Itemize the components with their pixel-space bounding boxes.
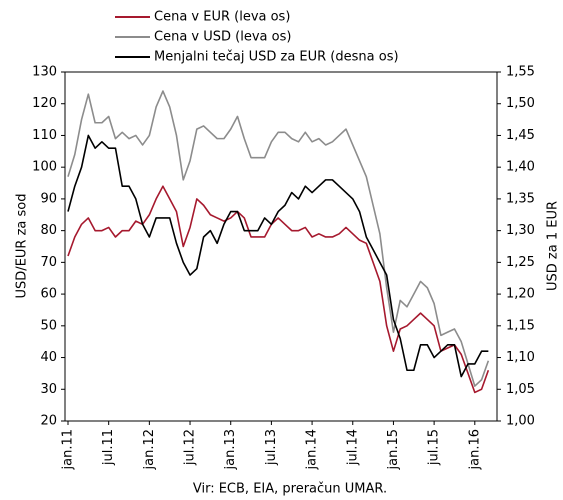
x-tick-label: jan.15: [386, 429, 401, 471]
y2-tick-label: 1,50: [506, 96, 535, 111]
x-tick-label: jan.13: [223, 429, 238, 471]
x-tick-label: jul.11: [101, 429, 116, 466]
y2-axis-label: USD za 1 EUR: [546, 201, 561, 291]
y-tick-label: 110: [32, 128, 57, 143]
y-tick-label: 30: [40, 382, 57, 397]
x-tick-label: jul.15: [427, 429, 442, 466]
x-tick-label: jan.16: [467, 429, 482, 471]
plot-frame: [64, 71, 498, 422]
x-tick-label: jan.12: [142, 429, 157, 471]
y2-tick-label: 1,30: [506, 223, 535, 238]
x-tick-label: jul.13: [264, 429, 279, 466]
y2-tick-label: 1,25: [506, 255, 535, 270]
y-tick-label: 50: [40, 318, 57, 333]
y2-tick-label: 1,55: [506, 65, 535, 80]
data-line: [67, 185, 490, 394]
y2-tick-label: 1,40: [506, 160, 535, 175]
y-tick-label: 60: [40, 287, 57, 302]
y2-tick-label: 1,10: [506, 350, 535, 365]
y2-tick-label: 1,05: [506, 382, 535, 397]
legend-label: Cena v USD (leva os): [154, 30, 291, 45]
y-tick-label: 20: [40, 414, 57, 429]
y-axis-label: USD/EUR za sod: [15, 194, 30, 299]
y-tick-label: 90: [40, 191, 57, 206]
y-tick-label: 40: [40, 350, 57, 365]
y-tick-label: 70: [40, 255, 57, 270]
source-note: Vir: ECB, EIA, preračun UMAR.: [193, 482, 387, 497]
y-tick-label: 130: [32, 65, 57, 80]
y2-tick-label: 1,15: [506, 318, 535, 333]
y-tick-label: 80: [40, 223, 57, 238]
data-line: [67, 90, 490, 387]
y-tick-label: 100: [32, 160, 57, 175]
y2-tick-label: 1,00: [506, 414, 535, 429]
x-tick-label: jan.11: [61, 429, 76, 471]
legend-label: Menjalni tečaj USD za EUR (desna os): [154, 50, 399, 65]
y2-tick-label: 1,45: [506, 128, 535, 143]
y2-tick-label: 1,35: [506, 191, 535, 206]
y-tick-label: 120: [32, 96, 57, 111]
data-line: [67, 134, 489, 378]
legend-label: Cena v EUR (leva os): [154, 10, 290, 25]
x-tick-label: jan.14: [305, 429, 320, 471]
x-tick-label: jul.14: [345, 429, 360, 466]
y2-tick-label: 1,20: [506, 287, 535, 302]
x-tick-label: jul.12: [183, 429, 198, 466]
